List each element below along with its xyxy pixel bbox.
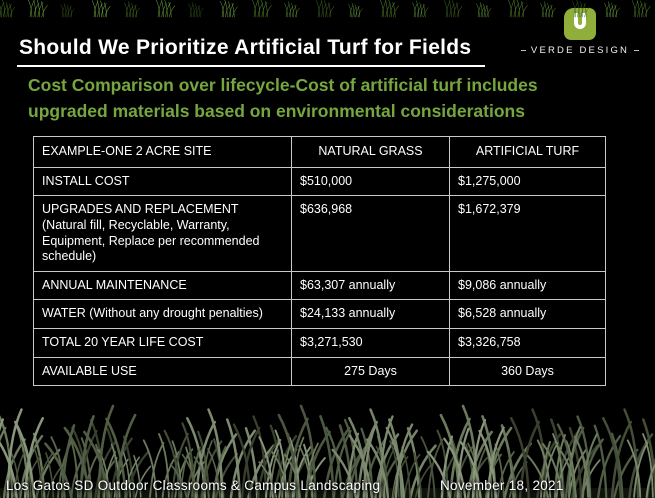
artificial-turf-value: 360 Days [449, 356, 606, 387]
table-row-available-use: AVAILABLE USE 275 Days 360 Days [33, 356, 606, 387]
logo-rule-right [634, 50, 640, 51]
slide-title: Should We Prioritize Artificial Turf for… [17, 36, 486, 68]
artificial-turf-value: $1,275,000 [449, 166, 606, 197]
natural-grass-value: $63,307 annually [291, 270, 450, 301]
footer-project-title: Los Gatos SD Outdoor Classrooms & Campus… [6, 478, 381, 493]
subtitle-line-1: Cost Comparison over lifecycle-Cost of a… [28, 75, 538, 95]
row-label: UPGRADES AND REPLACEMENT (Natural fill, … [33, 195, 292, 272]
row-label: ANNUAL MAINTENANCE [33, 270, 292, 301]
row-label: AVAILABLE USE [33, 356, 292, 387]
table-row-annual-maintenance: ANNUAL MAINTENANCE $63,307 annually $9,0… [33, 270, 606, 301]
natural-grass-value: 275 Days [291, 356, 450, 387]
cost-comparison-table: EXAMPLE-ONE 2 ACRE SITE NATURAL GRASS AR… [33, 136, 606, 387]
artificial-turf-value: $9,086 annually [449, 270, 606, 301]
row-label-main: UPGRADES AND REPLACEMENT [42, 202, 239, 217]
natural-grass-value: $24,133 annually [291, 299, 450, 329]
logo-wordmark: VERDE DESIGN [530, 45, 630, 56]
col-header-natural-grass: NATURAL GRASS [291, 136, 450, 168]
artificial-turf-value: $1,672,379 [449, 195, 606, 272]
table-row-upgrades: UPGRADES AND REPLACEMENT (Natural fill, … [33, 195, 606, 272]
natural-grass-value: $3,271,530 [291, 328, 450, 358]
slide-subtitle: Cost Comparison over lifecycle-Cost of a… [28, 72, 538, 125]
row-label: WATER (Without any drought penalties) [33, 299, 292, 329]
natural-grass-value: $636,968 [291, 195, 450, 272]
logo-text-row: VERDE DESIGN [521, 45, 640, 56]
table-row-total-life-cost: TOTAL 20 YEAR LIFE COST $3,271,530 $3,32… [33, 328, 606, 358]
subtitle-line-2: upgraded materials based on environmenta… [28, 101, 525, 122]
verde-leaf-logo-icon [564, 8, 596, 40]
grass-silhouette-bottom [0, 404, 655, 498]
row-label: INSTALL COST [33, 166, 292, 197]
row-label: TOTAL 20 YEAR LIFE COST [33, 328, 292, 358]
artificial-turf-value: $3,326,758 [449, 328, 606, 358]
natural-grass-value: $510,000 [291, 166, 450, 197]
col-header-artificial-turf: ARTIFICIAL TURF [449, 136, 606, 168]
verde-design-logo: VERDE DESIGN [521, 6, 640, 56]
row-label-detail: (Natural fill, Recyclable, Warranty, Equ… [42, 217, 260, 264]
table-row-install-cost: INSTALL COST $510,000 $1,275,000 [33, 166, 606, 197]
table-row-water: WATER (Without any drought penalties) $2… [33, 299, 606, 329]
col-header-site: EXAMPLE-ONE 2 ACRE SITE [33, 136, 292, 168]
artificial-turf-value: $6,528 annually [449, 299, 606, 329]
footer-date: November 18, 2021 [440, 478, 564, 493]
table-header-row: EXAMPLE-ONE 2 ACRE SITE NATURAL GRASS AR… [33, 136, 606, 168]
logo-rule-left [521, 50, 526, 51]
grass-silhouette-top [0, 0, 651, 18]
